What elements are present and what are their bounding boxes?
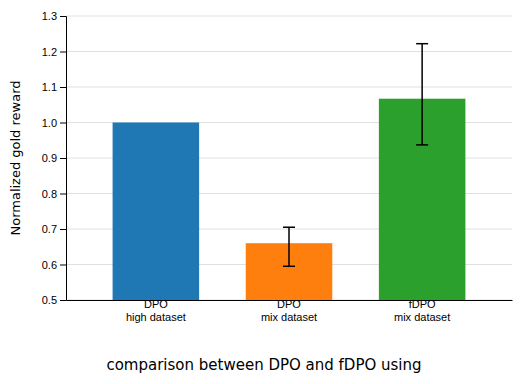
tick: 1.1	[42, 81, 66, 93]
tick-label: 0.9	[42, 152, 57, 164]
error-bar-cap	[416, 43, 428, 45]
tick-mark	[60, 87, 66, 88]
tick: 0.7	[42, 223, 66, 235]
tick-label: DPOmix dataset	[261, 298, 317, 323]
tick-mark	[60, 16, 66, 17]
plot: 0.5 0.6 0.7 0.8 0.9 1.0 1.1 1.2 1.3 DPOhigh datas…	[42, 10, 513, 384]
tick: 0.8	[42, 188, 66, 200]
tick-label: 0.7	[42, 223, 57, 235]
error-bar	[416, 44, 428, 145]
error-bar-cap	[283, 226, 295, 228]
tick-mark	[60, 194, 66, 195]
tick-mark	[60, 300, 66, 301]
x-axis: DPOhigh dataset DPOmix dataset fDPOmix dat…	[67, 298, 513, 323]
tick: DPOhigh dataset	[126, 298, 186, 323]
grid-line	[66, 16, 512, 17]
grid-line	[66, 87, 512, 88]
tick-label: DPOhigh dataset	[126, 298, 186, 323]
chart: 0.5 0.6 0.7 0.8 0.9 1.0 1.1 1.2 1.3 DPOhigh datas…	[0, 0, 528, 384]
caption: comparison between DPO and fDPO using	[106, 356, 421, 374]
tick-label: fDPOmix dataset	[394, 298, 450, 323]
tick-mark	[60, 229, 66, 230]
error-bar-stem	[421, 44, 423, 145]
tick-label: 0.5	[42, 294, 57, 306]
tick-label: 1.0	[42, 117, 57, 129]
tick-label: 0.6	[42, 259, 57, 271]
axis-line	[60, 17, 67, 301]
tick-label: 1.2	[42, 46, 57, 58]
tick-mark	[60, 158, 66, 159]
marks	[113, 44, 466, 300]
tick: 1.2	[42, 46, 66, 58]
tick: 1.0	[42, 117, 66, 129]
tick: 0.6	[42, 259, 66, 271]
tick: 1.3	[42, 10, 66, 22]
error-bar	[283, 227, 295, 266]
tick-mark	[60, 265, 66, 266]
tick: DPOmix dataset	[261, 298, 317, 323]
bar	[113, 123, 200, 301]
tick-label: 1.1	[42, 81, 57, 93]
tick-label: 0.8	[42, 188, 57, 200]
tick-label: 1.3	[42, 10, 57, 22]
axis-title: Normalized gold reward	[8, 80, 23, 235]
error-bar-cap	[416, 144, 428, 146]
tick-mark	[60, 123, 66, 124]
y-axis: 0.5 0.6 0.7 0.8 0.9 1.0 1.1 1.2 1.3	[42, 10, 67, 306]
tick: 0.9	[42, 152, 66, 164]
tick-mark	[60, 52, 66, 53]
error-bar-cap	[283, 266, 295, 268]
error-bar-stem	[288, 227, 290, 266]
grid-line	[66, 51, 512, 52]
tick: fDPOmix dataset	[394, 298, 450, 323]
tick: 0.5	[42, 294, 66, 306]
